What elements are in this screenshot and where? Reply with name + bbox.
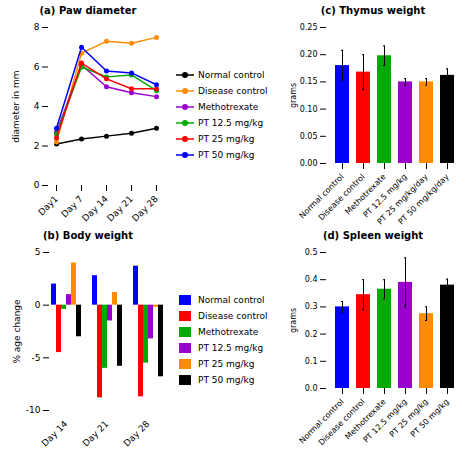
svg-text:0.20: 0.20: [300, 50, 318, 59]
svg-text:0.10: 0.10: [300, 105, 318, 114]
html-text:Methotrexate: Methotrexate: [198, 326, 259, 337]
svg-text:PT 50 mg/kg: PT 50 mg/kg: [409, 397, 451, 439]
html-text:PT 50 mg/kg: PT 50 mg/kg: [198, 149, 255, 160]
html-text:PT 50 mg/kg: PT 50 mg/kg: [198, 374, 255, 385]
html-text:(a) Paw diameter: (a) Paw diameter: [39, 5, 137, 16]
svg-text:0.2: 0.2: [305, 330, 318, 339]
svg-text:Day 21: Day 21: [105, 194, 135, 224]
svg-text:Normal control: Normal control: [297, 172, 346, 221]
svg-text:Day 28: Day 28: [130, 194, 160, 224]
svg-text:0: 0: [34, 180, 40, 190]
svg-text:Normal control: Normal control: [297, 397, 346, 446]
html-text:Disease control: Disease control: [198, 310, 268, 321]
svg-text:Day 14: Day 14: [80, 194, 110, 224]
svg-text:PT 25 mg/kg: PT 25 mg/kg: [387, 397, 430, 440]
svg-text:Day 14: Day 14: [40, 419, 70, 449]
svg-text:8: 8: [34, 22, 40, 32]
svg-text:6: 6: [34, 62, 40, 72]
html-text:PT 25 mg/kg: PT 25 mg/kg: [198, 133, 255, 144]
svg-text:Day1: Day1: [36, 194, 60, 218]
svg-text:diameter in mm: diameter in mm: [11, 70, 21, 142]
html-text:(b) Body weight: (b) Body weight: [43, 230, 133, 241]
svg-text:grams: grams: [289, 308, 298, 333]
svg-text:5: 5: [35, 247, 41, 257]
svg-text:0.25: 0.25: [300, 23, 318, 32]
svg-text:0.4: 0.4: [305, 275, 318, 284]
html-text:(d) Spleen weight: (d) Spleen weight: [322, 230, 424, 241]
svg-text:grams: grams: [289, 83, 298, 108]
svg-text:0.05: 0.05: [300, 132, 318, 141]
svg-text:PT 50 mg/kg/day: PT 50 mg/kg/day: [397, 172, 451, 225]
html-text:PT 25 mg/kg: PT 25 mg/kg: [198, 358, 255, 369]
svg-text:4: 4: [34, 101, 40, 111]
svg-text:Day 7: Day 7: [59, 193, 85, 220]
svg-text:Day 28: Day 28: [122, 419, 152, 449]
svg-text:0.15: 0.15: [300, 77, 318, 86]
html-text:Normal control: Normal control: [198, 69, 265, 80]
svg-text:-5: -5: [32, 353, 41, 363]
html-text:PT 12.5 mg/kg: PT 12.5 mg/kg: [198, 117, 264, 128]
html-text:Normal control: Normal control: [198, 294, 265, 305]
html-text:Disease control: Disease control: [198, 85, 268, 96]
svg-text:% age change: % age change: [12, 299, 22, 364]
svg-text:Disease control: Disease control: [316, 172, 367, 223]
svg-text:Disease control: Disease control: [316, 397, 367, 448]
html-text:PT 12.5 mg/kg: PT 12.5 mg/kg: [198, 342, 264, 353]
svg-text:-10: -10: [26, 405, 41, 415]
svg-text:Methotrexate: Methotrexate: [343, 172, 388, 217]
svg-text:2: 2: [34, 141, 40, 151]
html-text:Methotrexate: Methotrexate: [198, 101, 259, 112]
svg-text:Methotrexate: Methotrexate: [343, 397, 388, 442]
svg-text:Day 21: Day 21: [81, 419, 111, 449]
svg-text:0.5: 0.5: [305, 248, 318, 257]
svg-text:0.0: 0.0: [305, 384, 318, 393]
svg-text:0: 0: [35, 300, 41, 310]
svg-text:PT 12.5 mg/kg: PT 12.5 mg/kg: [361, 397, 409, 445]
svg-text:0.00: 0.00: [300, 159, 318, 168]
svg-text:PT 12.5 mg/kg: PT 12.5 mg/kg: [361, 172, 409, 220]
svg-text:0.1: 0.1: [305, 357, 318, 366]
html-text:(c) Thymus weight: (c) Thymus weight: [320, 5, 426, 16]
svg-text:0.3: 0.3: [305, 302, 318, 311]
